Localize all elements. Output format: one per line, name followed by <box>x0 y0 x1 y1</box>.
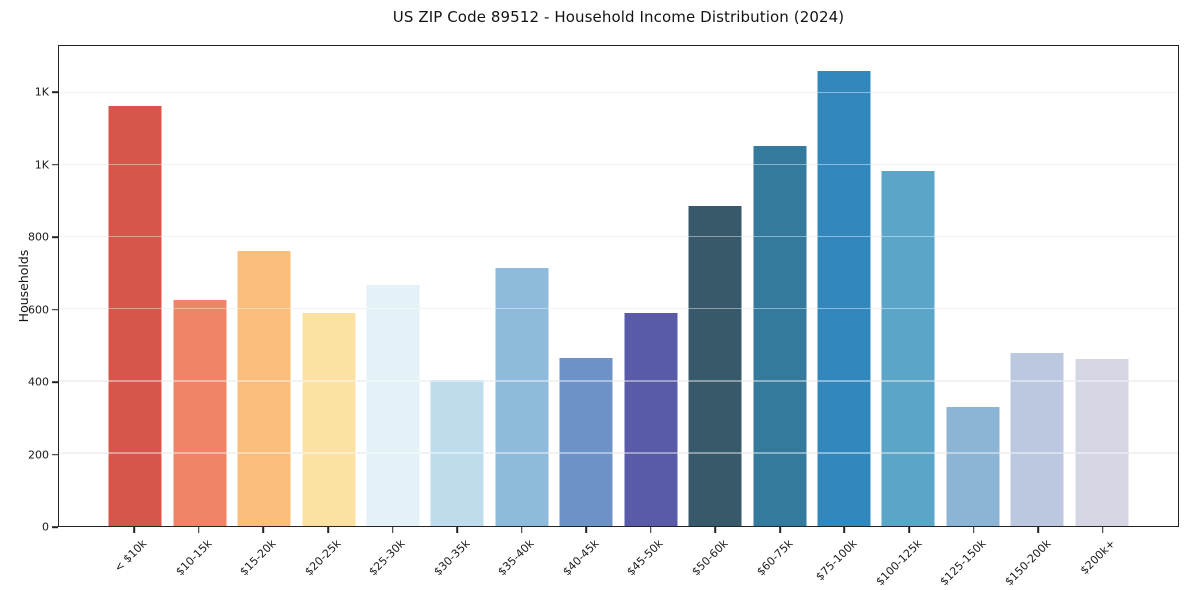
x-tick-mark <box>779 527 781 533</box>
gridline-overlay <box>59 452 1178 454</box>
bar-slot <box>941 46 1005 526</box>
gridline-overlay <box>59 163 1178 166</box>
bar-$50-60k <box>688 205 742 526</box>
x-axis: < $10k $10-15k $15-20k $20-25k $25-30k $30-35… <box>58 527 1179 590</box>
x-tick-mark <box>972 527 975 533</box>
bar-slot <box>361 46 425 526</box>
bar-$40-45k <box>559 358 613 526</box>
gridline <box>59 235 1178 238</box>
bar-slot <box>232 46 296 526</box>
x-tick-label: < $10k <box>111 537 150 575</box>
bar-slot <box>1070 46 1134 526</box>
bar-$150-200k <box>1010 353 1064 526</box>
y-tick-label: 1K <box>34 85 49 99</box>
x-tick-mark <box>1101 527 1104 533</box>
x-tick-label: $200k+ <box>1077 537 1118 578</box>
x-tick-mark <box>714 527 717 533</box>
bar-$75-100k <box>817 70 871 526</box>
bar-$10-15k <box>173 300 227 526</box>
x-tick-label: $45-50k <box>624 537 666 579</box>
y-axis: 0 200 400 600 800 1K 1K <box>0 45 58 534</box>
x-tick-mark <box>198 527 200 533</box>
gridline <box>59 91 1178 93</box>
x-tick-mark <box>520 527 523 533</box>
gridline-overlay <box>59 380 1178 382</box>
y-tick-label: 200 <box>28 448 49 462</box>
bar-slot <box>296 46 360 526</box>
bar-slot <box>554 46 618 526</box>
plot-area <box>58 45 1179 527</box>
bar-$200k+ <box>1075 359 1129 526</box>
bar-slot <box>490 46 554 526</box>
x-tick-mark <box>133 527 136 533</box>
y-tick-mark <box>52 453 58 456</box>
gridline-overlay <box>59 91 1178 93</box>
bar-slot <box>747 46 811 526</box>
x-tick-mark <box>391 527 394 533</box>
gridline-overlay <box>59 235 1178 238</box>
y-tick-label: 400 <box>28 375 49 389</box>
x-tick-mark <box>585 527 588 533</box>
bar-$125-150k <box>946 406 1000 526</box>
gridline-overlay <box>59 308 1178 310</box>
bar-$35-40k <box>495 267 549 526</box>
x-tick-label: $100-125k <box>873 537 925 589</box>
bar-$45-50k <box>624 313 678 526</box>
y-tick-label: 800 <box>28 230 49 244</box>
bar-$25-30k <box>366 284 420 526</box>
gridline <box>59 380 1178 382</box>
x-tick-mark <box>649 527 652 533</box>
bar-$30-35k <box>430 379 484 526</box>
bar-$60-75k <box>753 146 807 526</box>
x-tick-label: $30-35k <box>431 537 473 579</box>
y-tick-mark <box>52 91 58 93</box>
x-tick-mark <box>1037 527 1039 533</box>
bar-$100-125k <box>881 170 935 526</box>
bar-slot <box>812 46 876 526</box>
chart-title: US ZIP Code 89512 - Household Income Dis… <box>392 8 845 26</box>
bar-$15-20k <box>237 251 291 526</box>
x-tick-label: $25-30k <box>366 537 408 579</box>
x-tick-label: $35-40k <box>495 537 537 579</box>
y-tick-mark <box>52 526 58 528</box>
x-tick-mark <box>262 527 265 533</box>
x-tick-label: $40-45k <box>560 537 602 579</box>
x-tick-mark <box>908 527 910 533</box>
y-tick-label: 0 <box>42 520 49 534</box>
bar-slot <box>1005 46 1069 526</box>
x-tick-label: $15-20k <box>237 537 279 579</box>
gridline <box>59 163 1178 166</box>
y-tick-mark <box>52 381 58 383</box>
y-tick-label: 600 <box>28 303 49 317</box>
bar-slot <box>683 46 747 526</box>
x-tick-label: $50-60k <box>689 537 731 579</box>
y-tick-mark <box>52 236 58 238</box>
bars-row <box>103 46 1134 526</box>
x-tick-label: $125-150k <box>937 537 989 589</box>
gridline <box>59 308 1178 310</box>
x-tick-label: $150-200k <box>1002 537 1054 589</box>
gridline <box>59 452 1178 454</box>
bar-slot <box>876 46 940 526</box>
bar-slot <box>103 46 167 526</box>
bar-< $10k <box>108 105 162 526</box>
x-tick-mark <box>327 527 329 533</box>
y-tick-mark <box>52 308 58 311</box>
y-tick-label: 1K <box>34 158 49 172</box>
bar-slot <box>167 46 231 526</box>
x-tick-mark <box>456 527 458 533</box>
x-tick-label: $60-75k <box>753 537 796 579</box>
bar-slot <box>425 46 489 526</box>
bar-$20-25k <box>302 313 356 526</box>
x-tick-mark <box>843 527 846 533</box>
x-tick-label: $20-25k <box>301 537 344 579</box>
x-tick-label: $10-15k <box>172 537 215 579</box>
y-tick-mark <box>52 163 58 166</box>
bar-slot <box>619 46 683 526</box>
x-tick-label: $75-100k <box>813 537 860 584</box>
